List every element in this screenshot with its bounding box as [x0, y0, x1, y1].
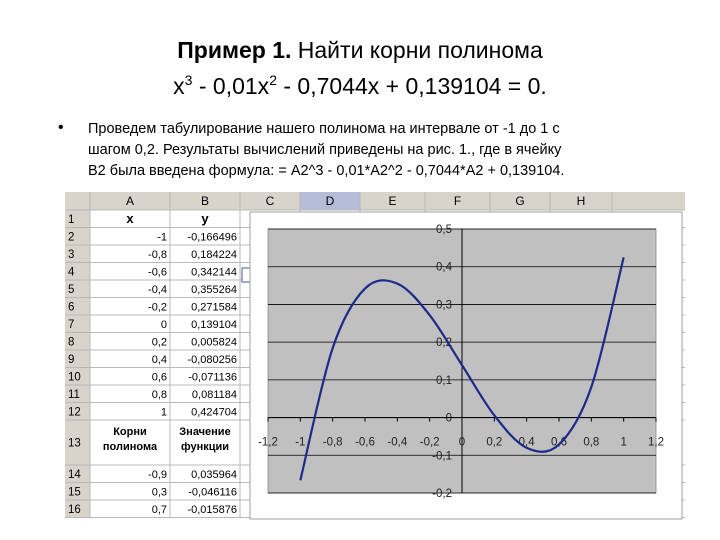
row-header: 6	[68, 301, 74, 313]
cell-text: 0,139104	[191, 319, 237, 331]
cell-text: Значение	[179, 426, 230, 438]
column-header: G	[515, 194, 524, 208]
cell-text: полинома	[103, 441, 158, 453]
cell-text: 0,355264	[191, 284, 237, 296]
row-header: 11	[68, 389, 80, 401]
x-tick-label: -0,2	[420, 437, 440, 449]
x-tick-label: -0,4	[387, 437, 407, 449]
cell-text: -0,4	[148, 284, 167, 296]
cell-text: -0,046116	[188, 486, 237, 498]
column-header: B	[201, 194, 209, 208]
x-tick-label: -0,8	[323, 437, 343, 449]
title-text: - 0,01x	[192, 73, 269, 99]
cell-text: 0,6	[152, 371, 167, 383]
title-text: - 0,7044x + 0,139104 = 0.	[277, 73, 547, 99]
row-header: 14	[68, 469, 81, 481]
line-series	[299, 257, 625, 481]
cell-text: -0,2	[148, 301, 167, 313]
row-header: 5	[68, 284, 74, 296]
y-tick-label: 0,5	[436, 224, 452, 236]
cell-text: функции	[181, 441, 229, 453]
title-rest: Найти корни полинома	[291, 37, 543, 63]
cell-text: у	[201, 211, 209, 226]
y-tick-label: 0,4	[436, 262, 453, 274]
superscript: 3	[185, 72, 193, 88]
row-header: 4	[68, 266, 75, 278]
row-header: 7	[68, 319, 74, 331]
x-tick-label: 0	[459, 437, 465, 449]
column-header-bg	[65, 192, 685, 210]
cell-text: -0,015876	[187, 504, 237, 516]
x-tick-label: -1,2	[258, 437, 278, 449]
cell-text: 1	[161, 406, 167, 418]
cell-text: 0,035964	[191, 469, 237, 481]
cell-text: -0,9	[148, 469, 167, 481]
row-header: 13	[68, 438, 81, 450]
title-text: x	[173, 73, 185, 99]
title-line1: Пример 1. Найти корни полинома	[177, 37, 543, 63]
cell-text: 0,271584	[191, 301, 237, 313]
column-header: F	[454, 194, 461, 208]
row-header: 10	[68, 371, 81, 383]
x-tick-label: 0,8	[583, 437, 599, 449]
row-header: 3	[68, 249, 74, 261]
cell-text: Корни	[113, 426, 147, 438]
cell-text: 0,4	[152, 354, 167, 366]
column-header: A	[126, 194, 134, 208]
row-header: 12	[68, 406, 81, 418]
cell-text: 0,8	[152, 389, 167, 401]
cell-text: 0,081184	[192, 389, 237, 401]
cell-text: -0,166496	[187, 231, 237, 243]
column-header: C	[266, 194, 275, 208]
bullet-mark: •	[58, 119, 64, 136]
cell-text: -0,080256	[187, 354, 237, 366]
title-bold: Пример 1.	[177, 37, 291, 63]
column-header: D	[326, 194, 335, 208]
cell-text: -0,071136	[188, 371, 237, 383]
cell-text: 0,2	[152, 336, 167, 348]
y-tick-label: -0,2	[432, 488, 452, 500]
cell-text: 0	[161, 319, 167, 331]
cell-text: x	[126, 211, 134, 226]
y-tick-label: 0,1	[436, 375, 452, 387]
y-tick-label: 0	[446, 413, 452, 425]
row-header-bg	[65, 210, 90, 518]
row-header: 15	[68, 486, 81, 498]
cell-text: 0,342144	[191, 266, 237, 278]
chart: -0,2-0,100,10,20,30,40,5-1,2 -1 -0,8 -0,6 -0…	[249, 211, 683, 520]
row-header: 16	[68, 504, 81, 516]
cell-text: -1	[157, 231, 167, 243]
column-header: E	[388, 194, 396, 208]
x-tick-label: -1	[295, 437, 305, 449]
bullet-text: шагом 0,2. Результаты вычислений приведе…	[88, 142, 562, 158]
x-tick-label: 0,2	[486, 437, 502, 449]
cell-text: 0,7	[152, 504, 167, 516]
row-header: 9	[68, 354, 74, 366]
cell-text: -0,6	[148, 266, 167, 278]
title-line2: x3 - 0,01x2 - 0,7044x + 0,139104 = 0.	[173, 72, 547, 99]
x-tick-label: 1	[620, 437, 626, 449]
x-tick-label: -0,6	[355, 437, 375, 449]
selected-column-header	[300, 192, 360, 210]
cell-text: 0,184224	[191, 249, 237, 261]
y-tick-label: -0,1	[432, 450, 452, 462]
row-header: 8	[68, 336, 74, 348]
cell-text: 0,3	[152, 486, 167, 498]
bullet-text: B2 была введена формула: = A2^3 - 0,01*A…	[88, 163, 564, 179]
row-header: 2	[68, 231, 74, 243]
cell-text: 0,005824	[191, 336, 237, 348]
cell-text: 0,424704	[191, 406, 237, 418]
row-header: 1	[68, 214, 74, 226]
cell-text: -0,8	[148, 249, 167, 261]
x-tick-label: 1,2	[648, 437, 664, 449]
superscript: 2	[269, 72, 277, 88]
bullet-text: Проведем табулирование нашего полинома н…	[88, 121, 560, 137]
y-tick-label: 0,2	[436, 337, 452, 349]
column-header: H	[577, 194, 586, 208]
y-tick-label: 0,3	[436, 299, 452, 311]
